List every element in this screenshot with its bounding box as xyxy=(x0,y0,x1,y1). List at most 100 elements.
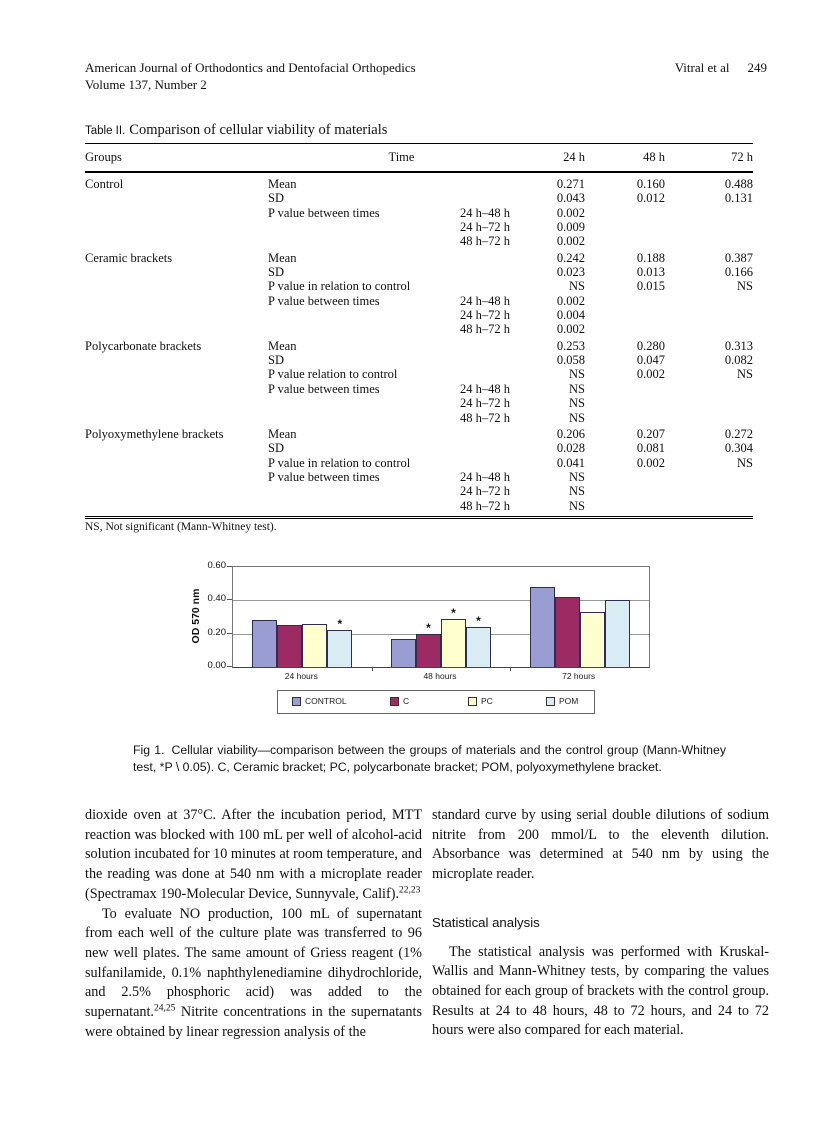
cell-time-interval: 24 h–48 h xyxy=(460,205,510,220)
cell-value-72h: 0.166 xyxy=(724,265,753,280)
cell-value-48h: 0.012 xyxy=(636,191,665,206)
cell-statistic: SD xyxy=(268,353,284,368)
table-row: P value in relation to control 0.041 0.002… xyxy=(85,456,753,470)
cell-value-48h xyxy=(585,220,665,234)
cell-group-name xyxy=(85,382,268,396)
y-tick-label: 0.20 xyxy=(207,626,227,638)
bar-group: * * * xyxy=(372,567,511,667)
cell-statistic: SD xyxy=(268,441,284,456)
legend-label: CONTROL xyxy=(305,696,347,706)
cell-time-interval xyxy=(460,279,535,293)
cell-time-interval xyxy=(460,251,535,265)
bar-series-container: * * * * xyxy=(233,567,649,667)
cell-value-24h: NS xyxy=(569,498,585,513)
bar-chart-figure: OD 570 nm 0.60 0.40 0.20 0.00 * * * * 24 hours… xyxy=(185,556,660,728)
cell-time-interval xyxy=(460,191,535,205)
table-row: SD 0.058 0.047 0.082 xyxy=(85,353,753,367)
cell-group-name: Ceramic brackets xyxy=(85,250,173,265)
table-row: 24 h–72 h NS xyxy=(85,484,753,498)
cell-time-interval: 24 h–48 h xyxy=(460,469,510,484)
paragraph: standard curve by using serial double di… xyxy=(432,807,769,883)
cell-group-name xyxy=(85,367,268,381)
bar-c xyxy=(554,597,580,667)
significance-asterisk: * xyxy=(426,620,431,635)
cell-statistic: P value between times xyxy=(268,469,380,484)
cell-statistic: P value between times xyxy=(268,205,380,220)
cell-group-name xyxy=(85,353,268,367)
table-body: Control Mean 0.271 0.160 0.488 SD 0.043 0.012 0.… xyxy=(85,173,753,519)
cell-time-interval: 48 h–72 h xyxy=(460,498,510,513)
y-tick-label: 0.60 xyxy=(207,560,227,571)
cell-time-interval: 48 h–72 h xyxy=(460,410,510,425)
cell-group-name xyxy=(85,499,268,513)
cell-value-72h: NS xyxy=(737,455,753,470)
cell-time-interval xyxy=(460,367,535,381)
table-row: 24 h–72 h 0.009 xyxy=(85,220,753,234)
cell-statistic xyxy=(268,396,460,410)
table-row: P value between times 24 h–48 h NS xyxy=(85,382,753,396)
table-row: 48 h–72 h NS xyxy=(85,499,753,513)
bar-c xyxy=(277,625,303,667)
cell-value-72h xyxy=(665,499,753,513)
bar-wrapper: * xyxy=(415,621,441,667)
cell-value-48h: 0.280 xyxy=(636,338,665,353)
cell-time-interval xyxy=(460,265,535,279)
significance-asterisk: * xyxy=(337,617,343,632)
cell-statistic: P value relation to control xyxy=(268,367,398,382)
cell-value-24h: 0.242 xyxy=(556,250,585,265)
cell-value-48h: 0.207 xyxy=(636,426,665,441)
cell-time-interval: 48 h–72 h xyxy=(460,322,510,337)
bar-pom xyxy=(604,600,630,667)
bar-wrapper: * xyxy=(440,606,466,667)
cell-time-interval xyxy=(460,456,535,470)
cell-value-24h: NS xyxy=(569,381,585,396)
journal-name: American Journal of Orthodontics and Den… xyxy=(85,60,416,75)
cell-value-48h xyxy=(585,322,665,336)
cell-time-interval: 24 h–72 h xyxy=(460,220,510,235)
cell-time-interval xyxy=(460,441,535,455)
cell-value-24h: 0.004 xyxy=(556,308,585,323)
y-tick-mark xyxy=(227,599,232,601)
cell-value-24h: 0.058 xyxy=(556,353,585,368)
cell-statistic: P value between times xyxy=(268,381,380,396)
y-tick-mark xyxy=(227,666,232,667)
cell-value-24h: NS xyxy=(569,279,585,294)
cell-group-name: Polyoxymethylene brackets xyxy=(85,426,224,441)
cell-value-24h: 0.271 xyxy=(556,177,585,191)
bar-control xyxy=(252,620,278,667)
cell-value-24h: 0.206 xyxy=(556,426,585,441)
bar-wrapper: * xyxy=(465,614,491,667)
table-row: Ceramic brackets Mean 0.242 0.188 0.387 xyxy=(85,251,753,265)
cell-value-24h: 0.002 xyxy=(556,322,585,337)
cell-value-48h: 0.188 xyxy=(636,250,665,265)
table-row: P value between times 24 h–48 h 0.002 xyxy=(85,294,753,308)
x-tick-mark xyxy=(371,667,373,671)
reference-superscript: 24,25 xyxy=(153,1003,176,1014)
cell-group-name: Polycarbonate brackets xyxy=(85,338,202,353)
cell-value-48h: 0.160 xyxy=(636,177,665,191)
cell-group-name xyxy=(85,191,268,205)
cell-group-name xyxy=(85,279,268,293)
bar-wrapper xyxy=(302,623,328,667)
cell-group-name xyxy=(85,484,268,498)
cell-value-24h: 0.041 xyxy=(556,455,585,470)
cell-statistic: P value in relation to control xyxy=(268,279,411,294)
cell-group-name xyxy=(85,441,268,455)
body-column-right: standard curve by using serial double di… xyxy=(432,806,769,1041)
table-row: Polycarbonate brackets Mean 0.253 0.280 0.31… xyxy=(85,339,753,353)
cell-value-24h: 0.002 xyxy=(556,234,585,249)
bar-group xyxy=(510,567,649,667)
x-category-label: 48 hours xyxy=(423,671,457,681)
cell-group-name: Control xyxy=(85,177,124,191)
cell-value-24h: NS xyxy=(569,469,585,484)
cell-value-24h: 0.043 xyxy=(556,191,585,206)
cell-value-48h xyxy=(585,484,665,498)
x-axis-category-labels: 24 hours 48 hours 72 hours xyxy=(232,671,648,681)
cell-value-72h: 0.082 xyxy=(724,353,753,368)
cell-value-24h: 0.009 xyxy=(556,220,585,235)
cell-value-48h: 0.081 xyxy=(636,441,665,456)
cell-value-72h: NS xyxy=(737,367,753,382)
cell-statistic xyxy=(268,499,460,513)
table-row: SD 0.023 0.013 0.166 xyxy=(85,265,753,279)
cell-time-interval: 24 h–72 h xyxy=(460,396,510,411)
